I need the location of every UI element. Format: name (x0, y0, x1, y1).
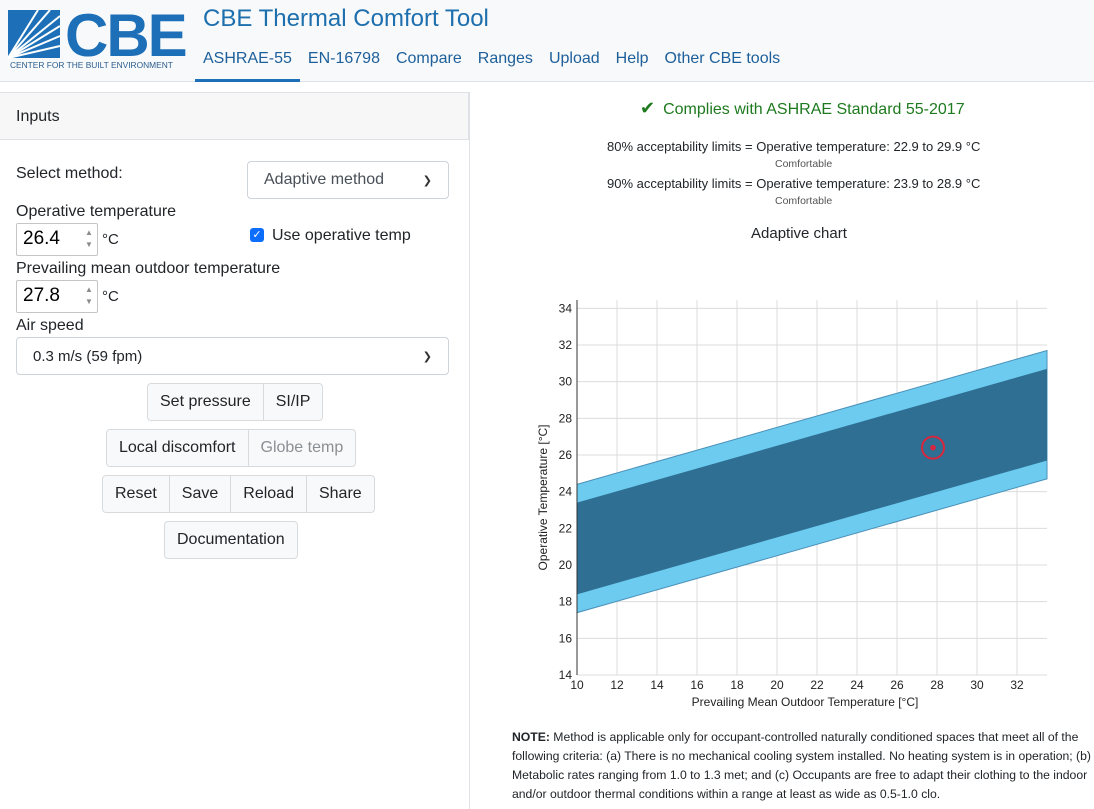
local-discomfort-button[interactable]: Local discomfort (106, 429, 249, 467)
y-tick-label: 34 (559, 301, 573, 315)
outdoor-temp-input[interactable]: 27.8 ▲ ▼ (16, 280, 98, 313)
use-operative-temp-label: Use operative temp (272, 227, 411, 244)
app-title: CBE Thermal Comfort Tool (203, 5, 489, 32)
x-tick-label: 22 (810, 678, 824, 692)
y-tick-label: 16 (559, 631, 573, 645)
y-tick-label: 28 (559, 411, 573, 425)
operative-temp-unit: °C (102, 231, 119, 248)
nav-ashrae-55[interactable]: ASHRAE-55 (195, 44, 300, 82)
compliance-status: ✔ Complies with ASHRAE Standard 55-2017 (640, 98, 965, 119)
limit-80-status: Comfortable (775, 158, 833, 170)
app-header: CBE CENTER FOR THE BUILT ENVIRONMENT CBE… (0, 0, 1094, 82)
y-tick-label: 24 (559, 485, 573, 499)
x-tick-label: 10 (570, 678, 584, 692)
air-speed-select[interactable]: 0.3 m/s (59 fpm) ❯ (16, 337, 449, 375)
y-tick-label: 22 (559, 521, 573, 535)
air-speed-value: 0.3 m/s (59 fpm) (33, 347, 143, 365)
limit-80-text: 80% acceptability limits = Operative tem… (607, 139, 981, 154)
current-conditions-dot (930, 444, 936, 451)
nav-en-16798[interactable]: EN-16798 (307, 50, 380, 67)
reset-button[interactable]: Reset (102, 475, 170, 513)
logo-text: CBE (65, 2, 188, 69)
discomfort-group: Local discomfort Globe temp (106, 429, 357, 467)
main-nav: ASHRAE-55 EN-16798 Compare Ranges Upload… (195, 44, 788, 82)
nav-other-tools[interactable]: Other CBE tools (664, 50, 781, 67)
note-text: Method is applicable only for occupant-c… (512, 730, 1091, 801)
x-tick-label: 12 (610, 678, 624, 692)
current-conditions-marker (921, 435, 945, 460)
spinner-icon[interactable]: ▲ ▼ (85, 228, 93, 249)
spinner-icon[interactable]: ▲ ▼ (85, 285, 93, 306)
x-tick-label: 16 (690, 678, 704, 692)
set-pressure-button[interactable]: Set pressure (147, 383, 264, 421)
outdoor-temp-value: 27.8 (23, 285, 60, 306)
y-tick-label: 20 (559, 558, 573, 572)
outdoor-temp-unit: °C (102, 288, 119, 305)
method-select[interactable]: Adaptive method ❯ (247, 161, 449, 199)
documentation-button[interactable]: Documentation (164, 521, 298, 559)
x-tick-label: 30 (970, 678, 984, 692)
documentation-group: Documentation (164, 521, 298, 559)
x-tick-label: 18 (730, 678, 744, 692)
x-tick-label: 28 (930, 678, 944, 692)
cbe-logo[interactable]: CBE CENTER FOR THE BUILT ENVIRONMENT (8, 2, 188, 72)
x-tick-label: 32 (1010, 678, 1024, 692)
chart-title: Adaptive chart (751, 225, 847, 242)
band-80-acceptability (576, 349, 1048, 614)
share-button[interactable]: Share (305, 475, 375, 513)
compliance-text: Complies with ASHRAE Standard 55-2017 (663, 101, 965, 118)
y-tick-label: 14 (559, 668, 573, 682)
outdoor-temp-label: Prevailing mean outdoor temperature (16, 260, 281, 277)
x-axis-label: Prevailing Mean Outdoor Temperature [°C] (692, 695, 919, 709)
x-tick-label: 20 (770, 678, 784, 692)
reload-button[interactable]: Reload (230, 475, 307, 513)
method-label: Select method: (16, 165, 123, 182)
y-tick-label: 30 (559, 375, 573, 389)
inputs-panel: Inputs (0, 92, 470, 809)
checkmark-icon: ✔ (640, 98, 656, 118)
cbe-logo-graphic (8, 10, 61, 59)
x-tick-label: 26 (890, 678, 904, 692)
chevron-down-icon: ❯ (422, 174, 432, 187)
x-tick-label: 14 (650, 678, 664, 692)
globe-temp-button[interactable]: Globe temp (247, 429, 357, 467)
method-select-value: Adaptive method (264, 171, 385, 188)
inputs-panel-title: Inputs (0, 92, 469, 140)
applicability-note: NOTE: Method is applicable only for occu… (512, 728, 1092, 804)
operative-temp-label: Operative temperature (16, 203, 177, 220)
nav-ranges[interactable]: Ranges (477, 50, 533, 67)
logo-subtitle: CENTER FOR THE BUILT ENVIRONMENT (10, 60, 173, 70)
si-ip-button[interactable]: SI/IP (262, 383, 324, 421)
pressure-units-group: Set pressure SI/IP (147, 383, 324, 421)
nav-upload[interactable]: Upload (548, 50, 600, 67)
operative-temp-value: 26.4 (23, 228, 60, 249)
x-tick-label: 24 (850, 678, 864, 692)
limit-90-status: Comfortable (775, 195, 833, 207)
y-axis-label: Operative Temperature [°C] (536, 425, 550, 571)
nav-compare[interactable]: Compare (395, 50, 462, 67)
band-90-acceptability (577, 368, 1047, 595)
y-tick-label: 32 (559, 338, 573, 352)
y-tick-label: 18 (559, 595, 573, 609)
air-speed-label: Air speed (16, 317, 84, 334)
chevron-down-icon: ❯ (422, 350, 432, 363)
note-label: NOTE: (512, 730, 550, 744)
nav-help[interactable]: Help (615, 50, 649, 67)
save-button[interactable]: Save (168, 475, 232, 513)
operative-temp-input[interactable]: 26.4 ▲ ▼ (16, 223, 98, 256)
use-operative-temp-checkbox[interactable]: ✓ (250, 228, 264, 242)
limit-90-text: 90% acceptability limits = Operative tem… (607, 176, 981, 191)
y-tick-label: 26 (559, 448, 573, 462)
actions-group: Reset Save Reload Share (102, 475, 375, 513)
